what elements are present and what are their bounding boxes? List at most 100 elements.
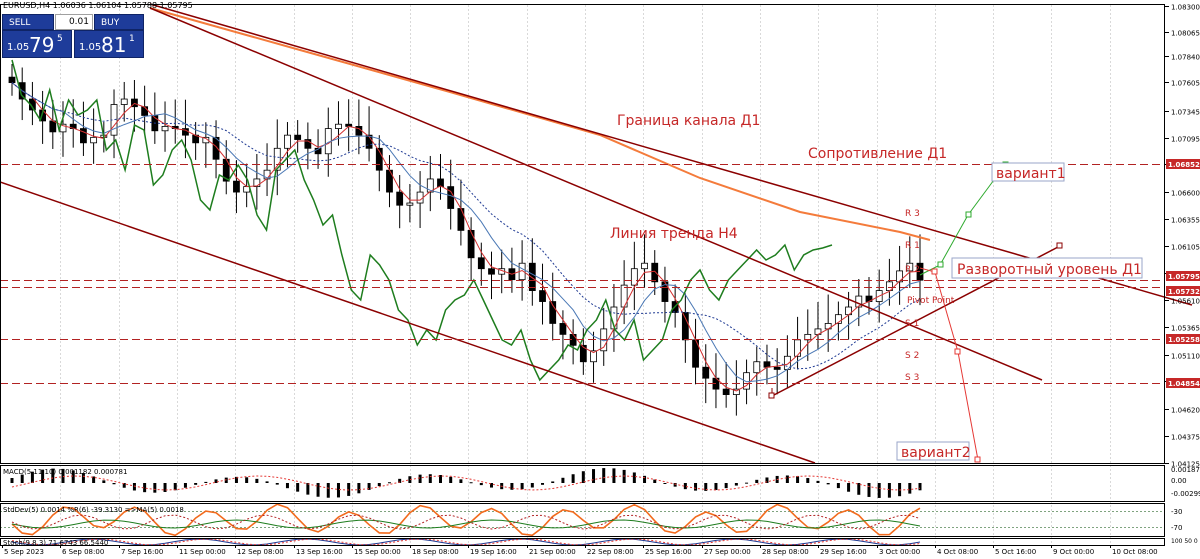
candle-bear-body [212,136,220,160]
macd-bar [571,474,575,483]
time-tick-label: 29 Sep 16:00 [820,548,867,556]
macd-bar [469,482,473,484]
candle-bear-body [539,290,546,302]
macd-bar [224,477,228,483]
macd-tick-label: -0.002995 [1171,490,1200,498]
label-r2: R 2 [905,265,920,275]
sell-price[interactable]: 1.05 79 5 [2,30,72,58]
price-marker-label: 1.05795 [1168,273,1200,281]
candle [426,155,434,212]
price-tick-label: 1.04375 [1171,434,1200,442]
sell-button[interactable]: SELL [2,14,54,30]
macd-bar [357,483,361,494]
axes: 1.08300 1.08065 1.07840 1.07605 1.07345 1.070… [0,4,1200,556]
macd-bar [347,483,351,496]
williams-r-line [11,503,921,537]
one-click-trading-panel: SELL 0.01 BUY 1.05 79 5 1.05 81 1 [2,14,144,58]
candle [212,120,220,179]
macd-bar [275,483,279,485]
price-levels [0,164,1165,384]
sell-price-big: 79 [29,33,55,57]
price-tick-label: 1.06355 [1171,217,1200,225]
time-tick-label: 9 Oct 00:00 [1053,548,1094,556]
price-marker-label: 1.06852 [1168,161,1200,169]
macd-bar [673,483,677,487]
macd-bar [316,483,320,497]
time-tick-label: 21 Sep 00:00 [529,548,576,556]
macd-bar [245,477,249,483]
macd-histogram [10,468,922,498]
candle [396,175,404,229]
time-tick-label: 12 Sep 08:00 [237,548,284,556]
macd-bar [755,479,759,483]
candle-bull-body [630,268,638,286]
lot-size-input[interactable]: 0.01 [55,14,93,30]
candle-bear-body [722,388,730,395]
time-tick-label: 13 Sep 16:00 [296,548,343,556]
time-tick-label: 7 Sep 16:00 [121,548,163,556]
macd-bar [663,483,667,484]
candle [273,119,281,196]
candle-bear-body [549,301,557,324]
time-tick-label: 5 Sep 2023 [4,548,44,556]
macd-bar [479,483,483,486]
macd-bar [643,475,647,483]
candle-bear-body [467,229,475,259]
candle-bear-body [447,186,455,209]
candle-bear-body [141,106,149,116]
candle-bear-body [579,344,587,363]
candle-bear-body [477,257,485,270]
buy-button[interactable]: BUY [94,14,144,30]
candle-bear-body [528,262,536,291]
candle-bull-body [426,178,434,193]
macd-bar [326,483,330,498]
candle-bull-body [284,134,291,149]
macd-bar [765,477,769,483]
candle-bear-body [131,98,138,108]
buy-price[interactable]: 1.05 81 1 [74,30,144,58]
buy-price-small: 1 [129,34,135,44]
macd-bar [51,468,55,483]
time-tick-label: 27 Sep 00:00 [704,548,751,556]
macd-bar [530,483,534,488]
ma-mid-line [11,82,921,383]
macd-bar [265,481,269,483]
macd-bar [408,476,412,483]
candle-bull-body [590,350,597,363]
macd-bar [71,470,75,483]
candle [773,348,781,395]
candle [477,242,485,286]
macd-bar [592,469,596,483]
macd-bar [173,483,177,491]
macd-bar [183,483,187,488]
stddev-label: StdDev(5) 0.0014 %R(6) -39.3130 =>MA(5) … [3,506,184,514]
candle-bear-body [304,139,312,149]
candle-bull-body [641,262,648,270]
price-tick-label: 1.08065 [1171,30,1200,38]
channel-upper-line [149,3,1193,306]
candle-bull-body [753,361,761,374]
candle-bull-body [120,98,128,105]
candle [528,238,536,306]
candle-bull-body [732,388,740,395]
label-s3: S 3 [905,373,919,383]
variant2-point-a [931,268,938,275]
candle-bear-body [488,268,495,275]
candle-bull-body [743,372,750,390]
price-marker-label: 1.05732 [1168,288,1200,296]
macd-bar [734,483,738,486]
macd-bar [10,478,14,483]
macd-bar [816,480,820,483]
macd-bar [714,483,718,491]
price-marker-bg [1166,286,1200,296]
macd-bar [449,476,453,483]
candle [559,310,567,360]
macd-bar [285,483,289,489]
candle [202,122,210,168]
candle [732,360,740,416]
variant2-box [896,441,970,461]
macd-bar [581,471,585,483]
candle [447,159,455,230]
price-tick-label: 1.05365 [1171,325,1200,333]
